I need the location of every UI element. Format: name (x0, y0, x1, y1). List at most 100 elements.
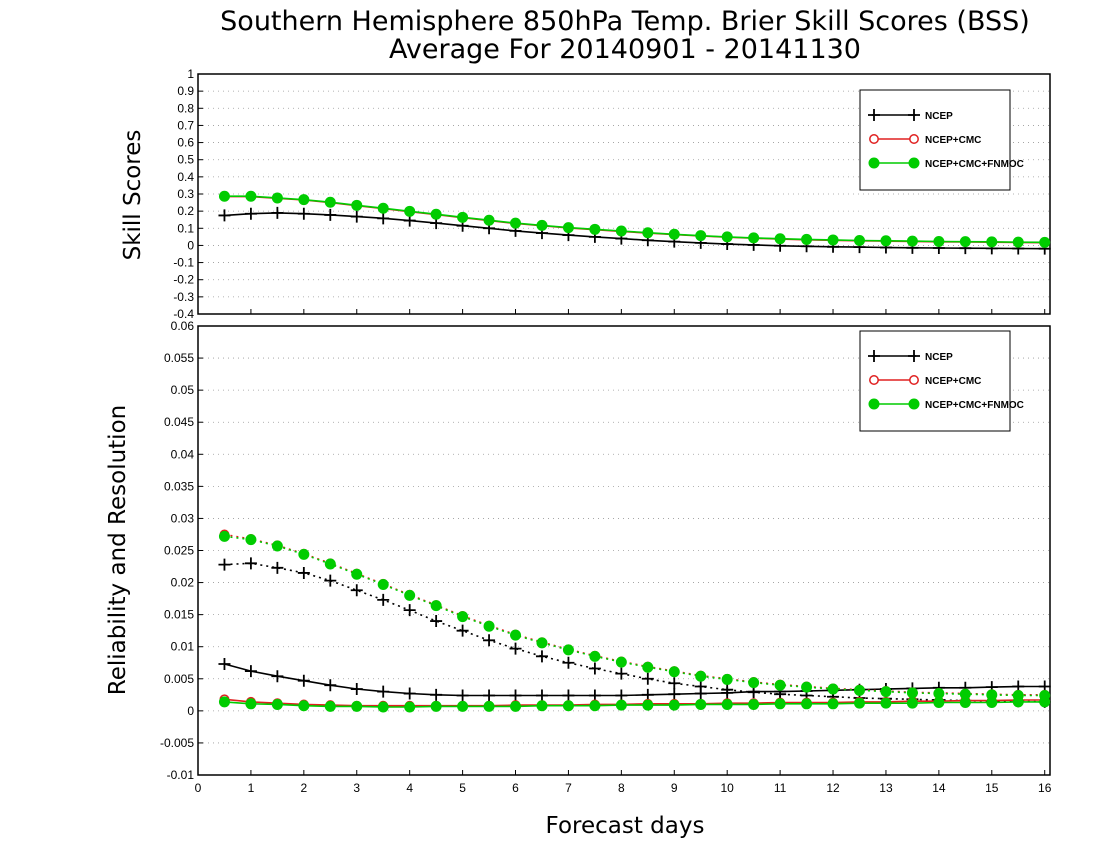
data-point (298, 700, 310, 712)
data-point (297, 207, 310, 220)
data-point (271, 670, 284, 683)
data-point (324, 679, 337, 692)
series-ncep-cmc-resolution (219, 529, 1050, 700)
data-point (457, 611, 469, 623)
data-point (880, 697, 892, 709)
series-line (224, 663, 1045, 697)
data-point (853, 234, 865, 246)
y-tick-label: 0.5 (177, 153, 194, 167)
legend-marker (869, 134, 879, 144)
series-ncep-cmc-fnmoc (218, 190, 1051, 248)
data-point (694, 680, 707, 693)
data-point (668, 666, 680, 678)
data-point (271, 698, 283, 710)
plot-frame (197, 325, 1051, 776)
data-point (801, 233, 813, 245)
data-point (218, 696, 230, 708)
data-point (297, 566, 310, 579)
data-point (456, 624, 469, 637)
legend-label: NCEP (925, 111, 953, 122)
legend-marker (908, 157, 920, 169)
data-point (721, 231, 733, 243)
data-point (668, 677, 681, 690)
data-point (510, 217, 522, 229)
data-point (483, 214, 495, 226)
x-tick-label: 14 (932, 781, 946, 795)
data-point (245, 534, 257, 546)
data-point (297, 674, 310, 687)
y-axis-label-skill: Skill Scores (120, 130, 146, 261)
data-point (218, 558, 231, 571)
data-point (853, 697, 865, 709)
data-point (271, 540, 283, 552)
x-tick-label: 10 (721, 781, 735, 795)
y-tick-label: 0.01 (171, 640, 195, 654)
data-point (218, 209, 231, 222)
data-point (668, 688, 681, 701)
x-tick-label: 7 (565, 781, 572, 795)
y-tick-label: 0.05 (171, 383, 195, 397)
series-ncep-reliability (218, 658, 1051, 702)
data-point (245, 698, 257, 710)
data-point (483, 634, 496, 647)
y-tick-label: 0.1 (177, 221, 194, 235)
data-point (218, 530, 230, 542)
data-point (324, 208, 337, 221)
legend-marker (869, 375, 879, 385)
data-point (880, 235, 892, 247)
data-point (615, 656, 627, 668)
data-point (721, 683, 734, 696)
data-point (827, 683, 839, 695)
data-point (457, 211, 469, 223)
chart-title-line2: Average For 20140901 - 20141130 (389, 34, 861, 65)
data-point (509, 642, 522, 655)
x-tick-label: 11 (774, 781, 787, 795)
y-tick-label: 0 (187, 704, 194, 718)
x-tick-label: 16 (1038, 781, 1052, 795)
data-point (986, 689, 998, 701)
data-point (430, 208, 442, 220)
y-tick-label: -0.4 (173, 307, 194, 321)
data-point (615, 699, 627, 711)
data-point (562, 222, 574, 234)
data-point (350, 210, 363, 223)
series-ncep-cmc-fnmoc-reliability (218, 696, 1051, 713)
legend-marker (868, 398, 880, 410)
data-point (642, 227, 654, 239)
data-point (535, 650, 548, 663)
data-point (510, 700, 522, 712)
data-point (668, 699, 680, 711)
data-point (641, 688, 654, 701)
data-point (218, 190, 230, 202)
data-point (721, 698, 733, 710)
data-point (377, 701, 389, 713)
data-point (351, 568, 363, 580)
y-tick-label: 0.06 (171, 319, 195, 333)
data-point (562, 644, 574, 656)
legend-marker (908, 109, 920, 121)
data-point (350, 683, 363, 696)
legend-marker (908, 350, 920, 362)
x-tick-label: 9 (671, 781, 678, 795)
data-point (324, 196, 336, 208)
y-tick-label: -0.1 (173, 256, 194, 270)
data-point (244, 207, 257, 220)
data-point (244, 557, 257, 570)
data-point (589, 650, 601, 662)
data-point (1012, 689, 1024, 701)
data-point (430, 688, 443, 701)
y-tick-label: 0.03 (171, 511, 195, 525)
data-point (933, 688, 945, 700)
data-point (748, 232, 760, 244)
y-tick-label: 0.02 (171, 576, 195, 590)
data-point (351, 199, 363, 211)
y-tick-label: 0.015 (164, 608, 194, 622)
data-point (430, 600, 442, 612)
data-point (510, 629, 522, 641)
y-tick-label: -0.005 (160, 736, 194, 750)
data-point (589, 700, 601, 712)
x-tick-label: 1 (248, 781, 255, 795)
data-point (588, 689, 601, 702)
data-point (748, 677, 760, 689)
